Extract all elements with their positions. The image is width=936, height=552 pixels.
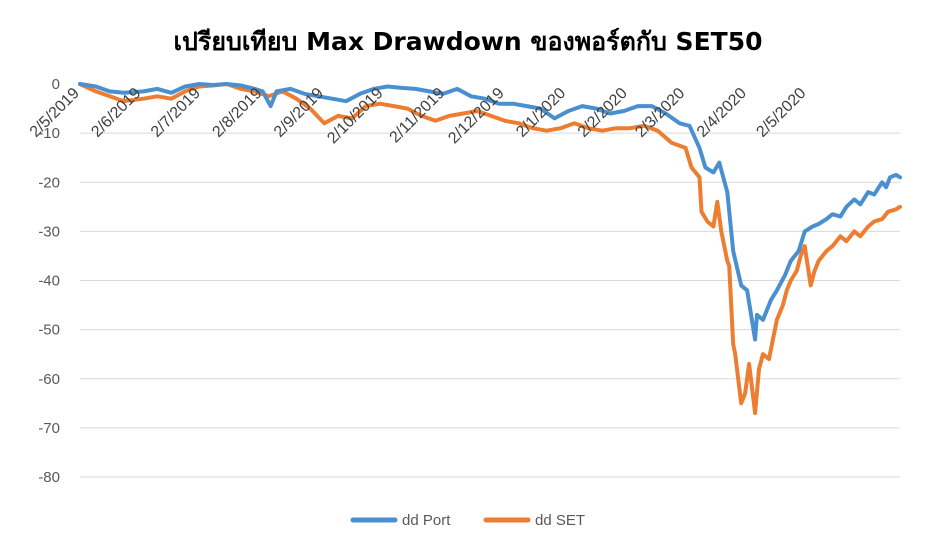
gridlines (80, 132, 900, 478)
series-lines (78, 82, 902, 416)
x-tick-label: 2/7/2019 (148, 85, 204, 141)
y-tick-label: -50 (38, 322, 60, 339)
y-tick-label: -60 (38, 371, 60, 388)
x-tick-label: 2/4/2020 (694, 85, 750, 141)
y-axis-tick-labels: 0 -10 -20 -30 -40 -50 -60 -70 -80 (38, 76, 60, 486)
y-tick-label: 0 (52, 76, 60, 93)
x-tick-label: 2/5/2020 (753, 85, 809, 141)
chart-title: เปรียบเทียบ Max Drawdown ของพอร์ตกับ SET… (173, 27, 763, 56)
y-tick-label: -40 (38, 273, 60, 290)
x-tick-label: 2/11/2019 (387, 85, 449, 147)
y-tick-label: -70 (38, 420, 60, 437)
y-tick-label: -30 (38, 223, 60, 240)
legend: dd Port dd SET (350, 512, 585, 529)
series-line-dd-port (78, 82, 902, 342)
y-tick-label: -20 (38, 174, 60, 191)
x-axis-tick-labels: 2/5/2019 2/6/2019 2/7/2019 2/8/2019 2/9/2019… (27, 85, 810, 147)
legend-entry-dd-set-label: dd SET (535, 512, 585, 529)
y-tick-label: -10 (38, 125, 60, 142)
x-tick-label: 2/8/2019 (209, 85, 265, 141)
legend-entry-dd-port-label: dd Port (402, 512, 451, 529)
y-tick-label: -80 (38, 469, 60, 486)
